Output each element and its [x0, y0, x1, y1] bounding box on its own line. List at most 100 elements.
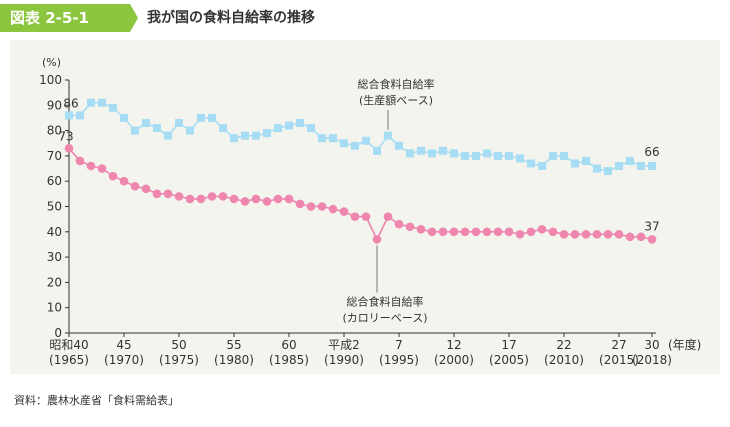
- production-data-point: [318, 134, 326, 143]
- calorie-data-point: [383, 212, 393, 221]
- calorie-data-point: [328, 204, 338, 214]
- calorie-data-point: [306, 202, 316, 211]
- production-end-label: 66: [644, 145, 659, 159]
- x-tick-sublabel: (2000): [434, 353, 474, 367]
- production-data-point: [439, 146, 447, 155]
- calorie-data-point: [482, 227, 492, 237]
- calorie-data-point: [625, 232, 635, 242]
- x-tick-sublabel: (1965): [49, 353, 89, 367]
- production-data-point: [164, 131, 172, 140]
- calorie-data-point: [119, 176, 129, 186]
- calorie-data-point: [416, 224, 426, 234]
- figure-header: 図表 2-5-1 我が国の食料自給率の推移: [0, 0, 730, 36]
- calorie-data-point: [372, 235, 382, 244]
- calorie-data-point: [185, 194, 195, 204]
- calorie-data-point: [537, 224, 547, 234]
- calorie-data-point: [339, 207, 349, 216]
- calorie-data-point: [86, 161, 96, 171]
- calorie-data-point: [427, 227, 437, 237]
- chart-panel: 0 10 20 30 40 50 60 70 80 90 100 (%) 昭和40 (1965) 45 (19…: [10, 40, 720, 374]
- production-data-point: [175, 119, 183, 128]
- calorie-data-point: [460, 227, 470, 237]
- calorie-data-point: [526, 227, 536, 237]
- production-data-point: [186, 126, 194, 135]
- calorie-data-point: [350, 212, 360, 221]
- x-tick-sublabel: (1980): [214, 353, 254, 367]
- x-tick-label: 22: [556, 338, 571, 352]
- production-data-point: [197, 113, 205, 122]
- production-data-point: [428, 149, 436, 158]
- calorie-data-point: [317, 202, 327, 211]
- production-start-label: 86: [63, 96, 78, 110]
- y-tick-label: 90: [47, 98, 62, 112]
- x-tick-label: 平成2: [328, 338, 360, 352]
- calorie-data-point: [251, 194, 261, 204]
- calorie-data-point: [174, 192, 184, 201]
- production-data-point: [307, 124, 315, 133]
- production-data-point: [505, 151, 513, 160]
- x-tick-sublabel: (2018): [632, 353, 672, 367]
- production-data-point: [648, 162, 656, 171]
- production-data-point: [65, 111, 73, 120]
- production-data-point: [296, 119, 304, 128]
- x-tick-label: 50: [171, 338, 186, 352]
- calorie-data-point: [438, 227, 448, 237]
- calorie-data-point: [570, 230, 580, 239]
- production-data-point: [153, 124, 161, 133]
- production-data-point: [604, 167, 612, 176]
- calorie-data-point: [647, 235, 657, 244]
- production-data-point: [417, 146, 425, 155]
- y-tick-label: 60: [47, 174, 62, 188]
- calorie-data-point: [196, 194, 206, 204]
- x-tick-label: 55: [226, 338, 241, 352]
- calorie-data-point: [273, 194, 283, 204]
- calorie-data-point: [361, 212, 371, 221]
- y-tick-label: 10: [47, 301, 62, 315]
- production-data-point: [142, 119, 150, 128]
- calorie-data-point: [394, 219, 404, 229]
- y-tick-label: 80: [47, 124, 62, 138]
- source-note: 資料：農林水産省「食料需給表」: [14, 394, 179, 407]
- production-data-point: [483, 149, 491, 158]
- calorie-data-point: [240, 197, 250, 206]
- x-tick-sublabel: (2010): [544, 353, 584, 367]
- calorie-start-label: 73: [58, 129, 73, 143]
- calorie-data-point: [581, 230, 591, 239]
- calorie-data-point: [64, 144, 74, 153]
- calorie-data-point: [493, 227, 503, 237]
- production-data-point: [274, 124, 282, 133]
- badge-notch: [130, 4, 138, 32]
- production-data-point: [472, 151, 480, 160]
- calorie-data-point: [163, 189, 173, 199]
- calorie-data-point: [152, 189, 162, 199]
- production-data-point: [461, 151, 469, 160]
- production-data-point: [384, 131, 392, 140]
- calorie-data-point: [405, 222, 415, 232]
- production-data-point: [538, 162, 546, 171]
- figure-title: 我が国の食料自給率の推移: [147, 10, 315, 26]
- production-data-point: [263, 129, 271, 138]
- calorie-data-point: [218, 192, 228, 201]
- y-tick-label: 100: [39, 73, 62, 87]
- production-data-point: [208, 113, 216, 122]
- food-self-sufficiency-chart: 0102030405060708090100(%)昭和40(1965)45(19…: [39, 56, 701, 367]
- production-data-point: [362, 136, 370, 145]
- production-data-point: [329, 134, 337, 143]
- production-data-point: [98, 98, 106, 107]
- production-data-point: [230, 134, 238, 143]
- y-tick-label: 30: [47, 250, 62, 264]
- y-tick-label: 40: [47, 225, 62, 239]
- y-tick-label: 20: [47, 275, 62, 289]
- production-data-point: [549, 151, 557, 160]
- production-data-point: [219, 124, 227, 133]
- y-unit-label: (%): [42, 56, 61, 69]
- x-tick-sublabel: (2005): [489, 353, 529, 367]
- production-data-point: [285, 121, 293, 130]
- production-data-point: [582, 156, 590, 165]
- calorie-data-point: [97, 164, 107, 173]
- calorie-data-point: [471, 227, 481, 237]
- calorie-data-point: [284, 194, 294, 204]
- x-tick-sublabel: (1985): [269, 353, 309, 367]
- calorie-annotation-line2: (カロリーベース): [342, 312, 427, 325]
- calorie-annotation-line1: 総合食料自給率: [347, 295, 424, 309]
